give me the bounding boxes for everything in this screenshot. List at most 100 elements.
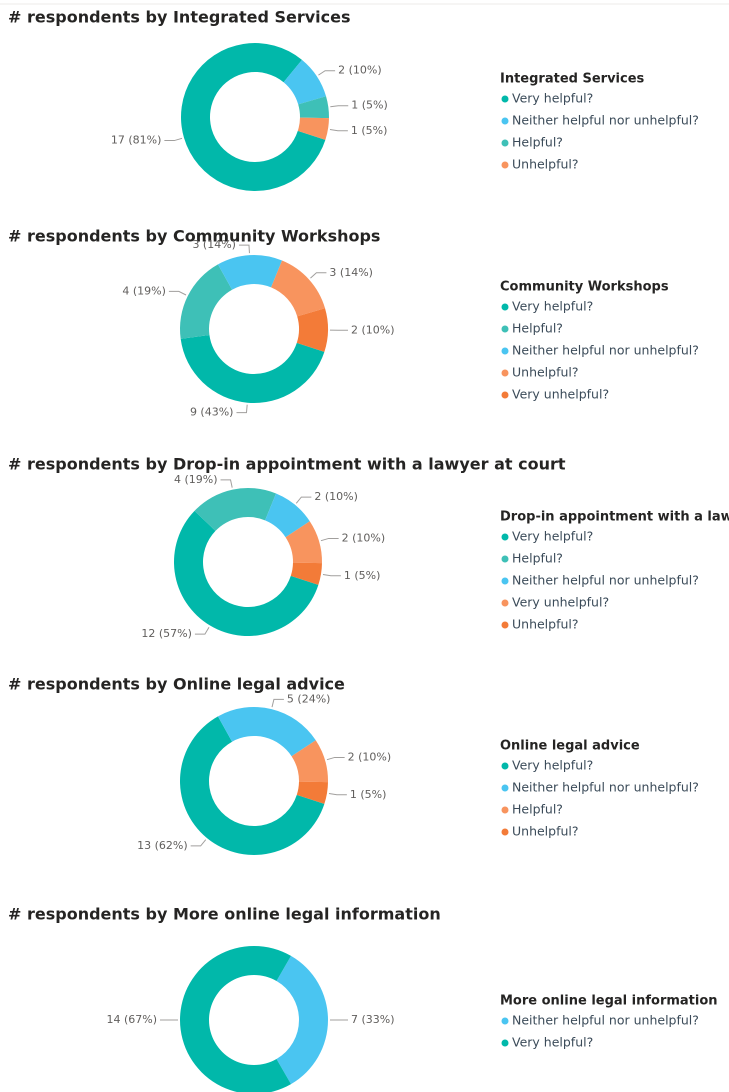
data-label: 1 (5%) (351, 99, 388, 112)
leader-line (295, 496, 312, 504)
donut-slice (194, 488, 277, 531)
donut-slice (290, 562, 322, 585)
legend-item: Neither helpful nor unhelpful? (512, 780, 699, 795)
chart-title: # respondents by Online legal advice (8, 675, 345, 694)
donut-slice (180, 946, 291, 1092)
legend-item: Neither helpful nor unhelpful? (512, 573, 699, 588)
legend-item: Neither helpful nor unhelpful? (512, 1013, 699, 1028)
legend-item: Very helpful? (512, 529, 593, 544)
legend-item: Unhelpful? (512, 157, 579, 172)
donut-slice (296, 781, 328, 804)
data-label: 1 (5%) (350, 788, 387, 801)
legend-dot (501, 139, 509, 147)
data-label: 2 (10%) (338, 64, 382, 77)
leader-line (329, 128, 348, 132)
donut-slice (296, 308, 328, 352)
legend-dot (501, 117, 509, 125)
leader-line (271, 698, 284, 708)
leader-line (328, 792, 347, 796)
donut-slice (283, 59, 327, 105)
data-label: 14 (67%) (106, 1013, 157, 1026)
legend-item: Helpful? (512, 321, 563, 336)
data-label: 7 (33%) (351, 1013, 395, 1026)
legend-item: Helpful? (512, 802, 563, 817)
data-label: 2 (10%) (314, 490, 358, 503)
legend-title: Online legal advice (500, 739, 640, 754)
legend-item: Unhelpful? (512, 365, 579, 380)
donut-slice (291, 740, 328, 783)
legend-item: Helpful? (512, 551, 563, 566)
legend-dot (501, 533, 509, 541)
legend-dot (501, 621, 509, 629)
donut-slice (265, 493, 310, 538)
donut-slice (297, 117, 329, 140)
legend-dot (501, 577, 509, 585)
leader-line (168, 290, 187, 296)
data-label: 9 (43%) (190, 406, 234, 419)
legend-dot (501, 784, 509, 792)
data-label: 2 (10%) (351, 323, 395, 336)
chart-title: # respondents by Community Workshops (8, 227, 380, 246)
chart-title: # respondents by More online legal infor… (8, 905, 441, 924)
legend-dot (501, 95, 509, 103)
donut-slice (271, 260, 326, 317)
donut-slice (180, 42, 326, 191)
leader-line (190, 839, 207, 847)
legend-item: Very helpful? (512, 91, 593, 106)
donut-slice (180, 264, 233, 339)
legend-dot (501, 303, 509, 311)
donut-slice (285, 521, 323, 564)
data-label: 12 (57%) (141, 627, 192, 640)
legend-dot (501, 369, 509, 377)
legend-item: Unhelpful? (512, 824, 579, 839)
donut-slice (276, 955, 329, 1085)
chart-title: # respondents by Drop-in appointment wit… (8, 455, 566, 474)
legend-dot (501, 347, 509, 355)
legend-item: Very helpful? (512, 758, 593, 773)
legend-dot (501, 325, 509, 333)
legend-item: Neither helpful nor unhelpful? (512, 113, 699, 128)
data-label: 2 (10%) (348, 750, 392, 763)
data-label: 4 (19%) (122, 284, 166, 297)
data-label: 3 (14%) (192, 238, 236, 251)
chart-title: # respondents by Integrated Services (8, 8, 351, 27)
data-label: 5 (24%) (287, 692, 331, 705)
donut-slice (217, 255, 283, 290)
legend-item: Very helpful? (512, 1035, 593, 1050)
donut-slice (180, 335, 325, 403)
legend-dot (501, 391, 509, 399)
legend-dot (501, 762, 509, 770)
legend-dot (501, 599, 509, 607)
legend-title: Integrated Services (500, 72, 645, 87)
legend-title: Community Workshops (500, 280, 669, 295)
donut-slice (217, 707, 316, 757)
legend-dot (501, 161, 509, 169)
donut-slice (298, 96, 330, 119)
donut-slice (180, 716, 325, 855)
data-label: 4 (19%) (174, 473, 218, 486)
legend-item: Helpful? (512, 135, 563, 150)
legend-dot (501, 828, 509, 836)
legend-item: Unhelpful? (512, 617, 579, 632)
legend-item: Very helpful? (512, 299, 593, 314)
leader-line (320, 537, 339, 542)
data-label: 3 (14%) (329, 266, 373, 279)
legend-item: Neither helpful nor unhelpful? (512, 343, 699, 358)
legend-item: Very unhelpful? (512, 595, 609, 610)
legend-dot (501, 1017, 509, 1025)
leader-line (236, 404, 248, 414)
legend-dot (501, 555, 509, 563)
legend-dot (501, 1039, 509, 1047)
data-label: 17 (81%) (111, 134, 162, 147)
leader-line (326, 756, 345, 761)
leader-line (318, 70, 336, 76)
leader-line (322, 573, 341, 577)
data-label: 1 (5%) (351, 124, 388, 137)
legend-dot (501, 806, 509, 814)
data-label: 1 (5%) (344, 569, 381, 582)
leader-line (310, 272, 327, 279)
legend-title: Drop-in appointment with a law... (500, 510, 729, 525)
leader-line (164, 137, 183, 142)
leader-line (194, 626, 210, 635)
